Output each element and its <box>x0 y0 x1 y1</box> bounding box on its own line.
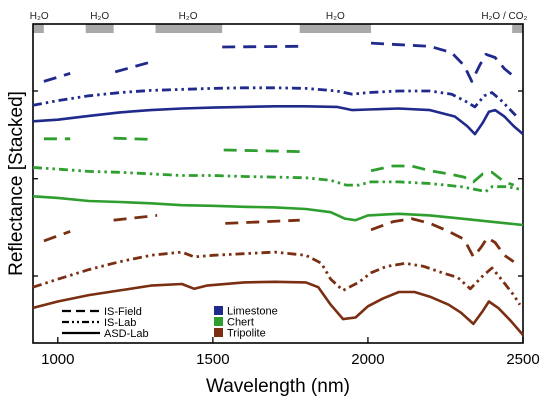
series-limestone-is-field-segment-3 <box>370 41 513 83</box>
axis-ticks: 1000 1500 2000 2500 <box>33 90 540 368</box>
series-lines <box>32 41 524 336</box>
x-axis-title: Wavelength (nm) <box>206 376 350 397</box>
series-tripolite-is-field <box>43 214 515 263</box>
series-limestone-is-field-segment-0 <box>43 72 71 83</box>
series-limestone-is-field <box>43 41 513 83</box>
legend-label-chert: Chert <box>227 317 254 329</box>
series-chert-is-lab-segment-0 <box>32 166 524 193</box>
absorption-band-3 <box>299 24 372 33</box>
x-tick-label-1500: 1500 <box>196 351 229 368</box>
absorption-band-label-4: H₂O / CO₂ <box>481 11 527 22</box>
absorption-band-2 <box>155 24 223 33</box>
series-tripolite-is-lab-segment-0 <box>32 250 522 306</box>
series-chert-is-field-segment-1 <box>113 136 156 141</box>
absorption-band-label-3: H₂O <box>326 11 345 22</box>
legend-label-asd-lab: ASD-Lab <box>104 328 149 340</box>
y-axis-title: Reflectance [Stacked] <box>6 91 27 276</box>
series-tripolite-is-field-segment-3 <box>370 217 515 263</box>
series-chert-is-field-segment-2 <box>223 148 300 153</box>
legend-swatch-limestone <box>214 306 223 315</box>
legend-label-limestone: Limestone <box>227 306 278 318</box>
plot-frame <box>32 23 524 344</box>
x-tick-label-1000: 1000 <box>41 351 74 368</box>
legend-label-is-field: IS-Field <box>104 306 142 318</box>
absorption-band-label-0: H₂O <box>30 11 49 22</box>
series-chert-is-lab <box>32 166 524 193</box>
legend-label-tripolite: Tripolite <box>227 328 266 340</box>
series-limestone-is-field-segment-2 <box>222 44 300 49</box>
series-tripolite-asd-lab-segment-0 <box>32 280 524 336</box>
series-tripolite-is-field-segment-1 <box>113 214 158 222</box>
absorption-band-4 <box>512 24 523 33</box>
absorption-band-0 <box>33 24 44 33</box>
absorption-band-label-1: H₂O <box>90 11 109 22</box>
series-limestone-is-lab <box>32 86 518 118</box>
series-limestone-is-field-segment-1 <box>114 59 156 74</box>
absorption-bands: H₂O H₂O H₂O H₂O H₂O / CO₂ <box>30 11 528 33</box>
series-limestone-asd-lab <box>32 105 524 136</box>
x-tick-label-2500: 2500 <box>506 351 539 368</box>
series-chert-is-field <box>43 136 515 187</box>
absorption-band-label-2: H₂O <box>179 11 198 22</box>
series-tripolite-is-lab <box>32 250 522 306</box>
series-limestone-asd-lab-segment-0 <box>32 105 524 136</box>
legend-label-is-lab: IS-Lab <box>104 317 136 329</box>
series-limestone-is-lab-segment-0 <box>32 86 518 118</box>
legend-swatch-chert <box>214 317 223 326</box>
absorption-band-1 <box>85 24 114 33</box>
series-chert-asd-lab <box>32 195 524 227</box>
series-tripolite-asd-lab <box>32 280 524 336</box>
series-chert-asd-lab-segment-0 <box>32 195 524 227</box>
x-tick-label-2000: 2000 <box>351 351 384 368</box>
legend-swatch-tripolite <box>214 328 223 337</box>
series-tripolite-is-field-segment-0 <box>43 230 71 243</box>
series-tripolite-is-field-segment-2 <box>225 218 300 225</box>
series-chert-is-field-segment-3 <box>370 164 515 187</box>
